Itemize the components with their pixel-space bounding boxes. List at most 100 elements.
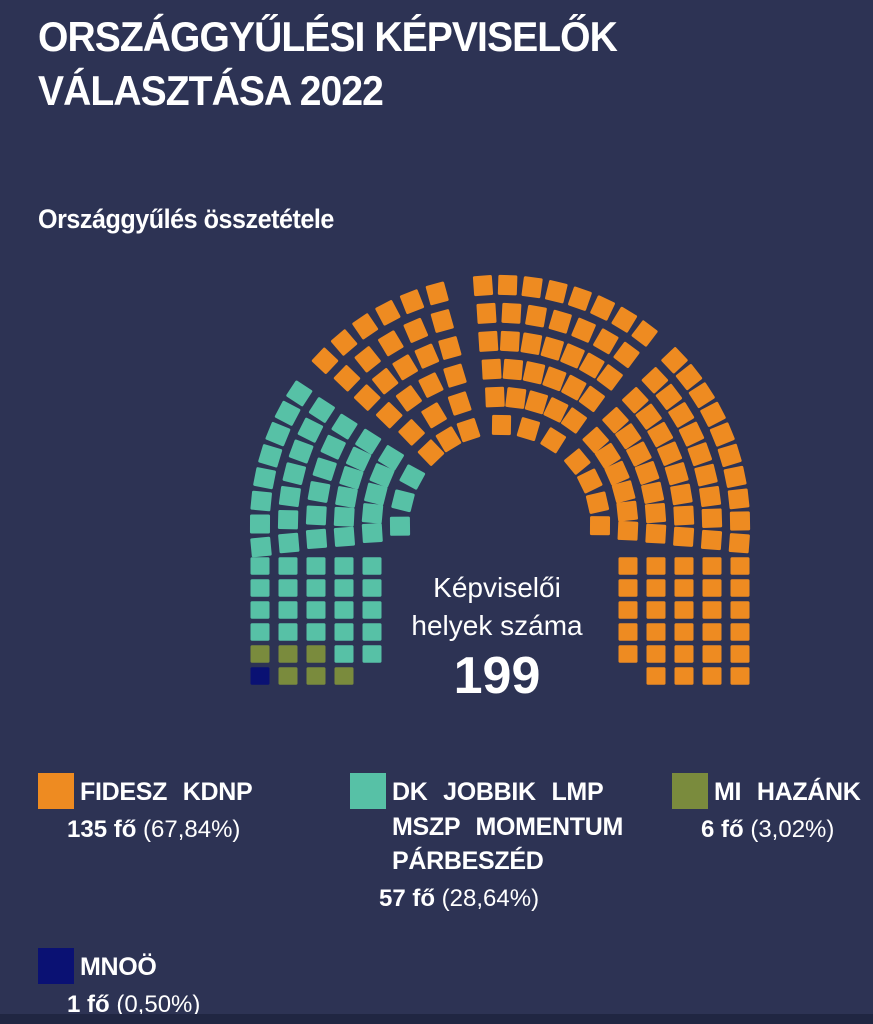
seat-opposition [288, 439, 314, 464]
legend-swatch-opposition [350, 773, 386, 809]
legend-text-mihazank: MI HAZÁNK 6 fő (3,02%) [701, 773, 861, 844]
seat-mihazank [334, 667, 354, 685]
seat-fidesz [730, 601, 750, 619]
seat-fidesz [516, 417, 540, 442]
seat-fidesz [435, 426, 462, 453]
seat-fidesz [594, 442, 621, 469]
seat-fidesz [674, 667, 694, 685]
seat-opposition [249, 514, 271, 534]
seat-fidesz [354, 384, 381, 411]
seat-fidesz [634, 461, 660, 485]
seat-fidesz [728, 533, 750, 554]
party-name-line: FIDESZ KDNP [80, 778, 253, 806]
seat-opposition [355, 428, 382, 455]
page-title-line2: VÁLASZTÁSA 2022 [38, 66, 384, 114]
seat-opposition [334, 645, 354, 663]
seat-fidesz [701, 508, 723, 528]
footer-bar [0, 1014, 873, 1024]
seat-fidesz [646, 645, 666, 663]
seat-fidesz [491, 414, 512, 436]
seat-fidesz [635, 403, 662, 430]
party-name-line: MNOÖ [80, 953, 157, 981]
seat-fidesz [664, 462, 689, 486]
seat-opposition [278, 623, 298, 641]
legend-item-mnoo: MNOÖ 1 fő (0,50%) [38, 948, 200, 1019]
seat-opposition [333, 526, 355, 547]
seat-opposition [333, 506, 355, 527]
party-name-line: MSZP MOMENTUM [392, 812, 624, 841]
seat-fidesz [618, 601, 638, 619]
seat-fidesz [502, 358, 524, 381]
seat-fidesz [616, 500, 639, 522]
seat-opposition [250, 579, 270, 597]
seat-fidesz [521, 276, 543, 299]
seat-fidesz [602, 407, 629, 434]
seat-opposition [278, 532, 300, 554]
seat-mnoo [250, 667, 270, 685]
party-seat-count-opposition: 57 fő (28,64%) [379, 885, 623, 913]
seat-fidesz [674, 623, 694, 641]
seat-opposition [331, 413, 358, 440]
seat-fidesz [524, 390, 548, 415]
seat-fidesz [657, 441, 683, 466]
seat-fidesz [702, 579, 722, 597]
seat-opposition [334, 601, 354, 619]
seat-opposition [258, 444, 283, 468]
seat-fidesz [727, 488, 750, 510]
seat-fidesz [611, 480, 636, 504]
seat-opposition [389, 516, 411, 536]
legend-swatch-mnoo [38, 948, 74, 984]
seat-fidesz [626, 441, 652, 467]
legend-text-mnoo: MNOÖ 1 fő (0,50%) [67, 948, 200, 1019]
seat-count-value: 57 fő [379, 884, 436, 912]
seat-fidesz [730, 557, 750, 575]
seat-fidesz [590, 295, 615, 321]
seat-opposition [362, 579, 382, 597]
seat-opposition [399, 464, 426, 490]
seat-fidesz [646, 557, 666, 575]
seat-fidesz [579, 352, 605, 379]
seat-fidesz [311, 347, 339, 374]
seat-fidesz [497, 274, 518, 296]
seat-fidesz [375, 300, 401, 326]
seat-fidesz [668, 402, 695, 428]
seat-mihazank [250, 645, 270, 663]
legend-text-opposition: DK JOBBIK LMP MSZP MOMENTUM PÁRBESZÉD 57 fő… [379, 773, 623, 913]
legend-text-fidesz: FIDESZ KDNP 135 fő (67,84%) [67, 773, 253, 844]
seat-opposition [250, 623, 270, 641]
seat-fidesz [641, 481, 665, 504]
seat-fidesz [501, 302, 522, 324]
seat-opposition [306, 601, 326, 619]
seat-fidesz [376, 402, 403, 429]
seat-fidesz [611, 306, 638, 333]
seat-opposition [274, 400, 301, 426]
seat-opposition [335, 486, 358, 508]
party-name-fidesz: FIDESZ KDNP [80, 775, 253, 810]
seat-fidesz [560, 343, 585, 369]
seat-fidesz [568, 286, 592, 311]
party-name-line: PÁRBESZÉD [392, 847, 544, 875]
legend-item-mihazank: MI HAZÁNK 6 fő (3,02%) [672, 773, 861, 844]
seat-opposition [265, 421, 291, 447]
seat-fidesz [499, 330, 520, 352]
seat-fidesz [700, 529, 723, 551]
seat-fidesz [617, 520, 639, 541]
seat-fidesz [688, 382, 715, 409]
seat-fidesz [418, 372, 444, 398]
party-name-opposition: DK JOBBIK LMP MSZP MOMENTUM PÁRBESZÉD [392, 775, 623, 879]
seat-fidesz [675, 364, 703, 391]
seat-opposition [278, 579, 298, 597]
seat-opposition [320, 434, 346, 460]
seat-opposition [253, 467, 276, 490]
seat-opposition [278, 485, 301, 508]
seat-fidesz [702, 645, 722, 663]
seat-fidesz [456, 418, 481, 443]
seat-opposition [391, 489, 415, 513]
seat-fidesz [631, 320, 658, 347]
seat-fidesz [717, 443, 742, 468]
seat-fidesz [730, 579, 750, 597]
seat-fidesz [333, 365, 361, 392]
page-title-line1: ORSZÁGGYŰLÉSI KÉPVISELŐK [38, 13, 618, 60]
seat-opposition [334, 623, 354, 641]
